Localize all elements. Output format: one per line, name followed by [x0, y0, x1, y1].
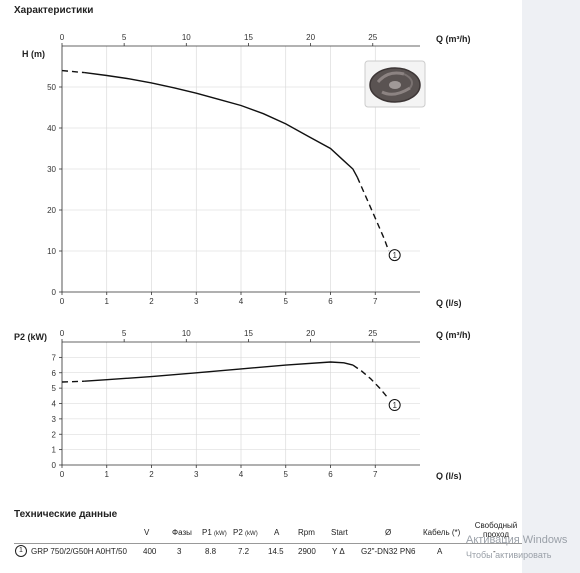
y-axis-label: P2 (kW) — [14, 332, 47, 342]
x-tick-label: 0 — [60, 297, 65, 306]
y-axis-label: H (m) — [22, 49, 45, 59]
x2-tick-label: 20 — [306, 329, 315, 338]
header-cable: Кабель (*) — [423, 528, 461, 537]
x2-tick-label: 25 — [368, 33, 377, 42]
impeller-rim — [369, 67, 421, 103]
x-tick-label: 2 — [149, 297, 154, 306]
x-axis-label: Q (l/s) — [436, 471, 462, 480]
x2-tick-label: 5 — [122, 329, 127, 338]
x2-tick-label: 0 — [60, 329, 65, 338]
x-tick-label: 6 — [328, 470, 333, 479]
x-tick-label: 5 — [284, 470, 289, 479]
x-tick-label: 2 — [149, 470, 154, 479]
y-tick-label: 6 — [52, 369, 57, 378]
value-rpm: 2900 — [298, 547, 316, 556]
y-tick-label: 0 — [52, 288, 57, 297]
model-name: GRP 750/2/G50H A0HT/50 — [31, 547, 127, 556]
value-voltage: 400 — [143, 547, 157, 556]
x2-tick-label: 10 — [182, 329, 191, 338]
x2-axis-label: Q (m³/h) — [436, 34, 471, 44]
y-tick-label: 1 — [52, 446, 57, 455]
x-tick-label: 3 — [194, 297, 199, 306]
y-tick-label: 3 — [52, 415, 57, 424]
x-tick-label: 0 — [60, 470, 65, 479]
impeller-vane — [403, 73, 413, 89]
x2-tick-label: 25 — [368, 329, 377, 338]
x-tick-label: 3 — [194, 470, 199, 479]
x2-tick-label: 0 — [60, 33, 65, 42]
header-free-passage: Свободный проход — [474, 521, 518, 539]
curve-marker — [388, 399, 401, 412]
curve-marker-label: 1 — [392, 251, 397, 260]
impeller-vane — [381, 86, 411, 96]
x-axis-label: Q (l/s) — [436, 298, 462, 308]
value-p2: 7.2 — [238, 547, 250, 556]
watermark-line2: Чтобы активировать — [466, 550, 552, 560]
value-free-passage: - — [493, 547, 496, 556]
background-panel — [522, 0, 580, 573]
value-diameter: G2"-DN32 PN6 — [361, 547, 416, 556]
y-tick-label: 40 — [47, 124, 56, 133]
x-tick-label: 1 — [105, 470, 110, 479]
model-index-badge: 1 — [15, 545, 27, 557]
y-tick-label: 7 — [52, 353, 57, 362]
tech-data-title: Технические данные — [14, 509, 118, 520]
header-start: Start — [331, 528, 348, 537]
curve-dashed-end — [352, 364, 390, 400]
page-title: Характеристики — [14, 5, 94, 16]
datasheet — [0, 0, 522, 573]
x-tick-label: 7 — [373, 297, 378, 306]
impeller-vane — [376, 71, 405, 84]
header-rpm: Rpm — [298, 528, 315, 537]
curve-solid — [84, 71, 358, 178]
header-voltage: V — [144, 528, 150, 537]
x2-tick-label: 20 — [306, 33, 315, 42]
value-p1: 8.8 — [205, 547, 217, 556]
impeller-hub — [389, 81, 401, 89]
watermark-line1: Активация Windows — [466, 534, 568, 546]
x-tick-label: 5 — [284, 297, 289, 306]
header-current: A — [274, 528, 280, 537]
header-p1: P1 (kW) — [202, 528, 227, 537]
x2-axis-label: Q (m³/h) — [436, 330, 471, 340]
header-p2-unit: (kW) — [245, 531, 258, 537]
x2-tick-label: 15 — [244, 329, 253, 338]
y-tick-label: 20 — [47, 206, 56, 215]
x-tick-label: 6 — [328, 297, 333, 306]
curve-dashed-start — [61, 69, 85, 74]
curve-dashed-end — [356, 176, 390, 252]
x-tick-label: 1 — [105, 297, 110, 306]
y-tick-label: 5 — [52, 384, 57, 393]
x-tick-label: 4 — [239, 470, 244, 479]
value-cable: A — [437, 547, 443, 556]
table-divider — [14, 543, 522, 544]
header-p2: P2 (kW) — [233, 528, 258, 537]
y-tick-label: 30 — [47, 165, 56, 174]
y-tick-label: 50 — [47, 83, 56, 92]
y-tick-label: 0 — [52, 461, 57, 470]
header-diameter: Ø — [385, 528, 392, 537]
x2-tick-label: 10 — [182, 33, 191, 42]
y-tick-label: 4 — [52, 400, 57, 409]
header-phases: Фазы — [172, 528, 192, 537]
header-p1-unit: (kW) — [214, 531, 227, 537]
x-tick-label: 7 — [373, 470, 378, 479]
header-p1-label: P1 — [202, 528, 212, 537]
y-tick-label: 10 — [47, 247, 56, 256]
x2-tick-label: 5 — [122, 33, 127, 42]
x-tick-label: 4 — [239, 297, 244, 306]
header-p2-label: P2 — [233, 528, 243, 537]
value-start: Y Δ — [332, 547, 345, 556]
curve-dashed-start — [61, 380, 85, 383]
value-phases: 3 — [177, 547, 182, 556]
value-current: 14.5 — [268, 547, 284, 556]
curve-marker — [388, 249, 401, 262]
curve-marker-label: 1 — [392, 401, 397, 410]
impeller-picture — [364, 60, 426, 108]
power-curve-chart: 0 1 2 3 4 5 6 7 0 1 2 3 4 5 6 7 0 5 10 15 20 25 P2 (kW) Q (l/s)… — [14, 329, 471, 480]
x2-tick-label: 15 — [244, 33, 253, 42]
y-tick-label: 2 — [52, 430, 57, 439]
curve-solid — [84, 361, 354, 382]
head-curve-chart: 0 1 2 3 4 5 6 7 0 10 20 30 40 50 0 5 10 15 20 25 H (m) Q (l/s… — [22, 33, 471, 308]
